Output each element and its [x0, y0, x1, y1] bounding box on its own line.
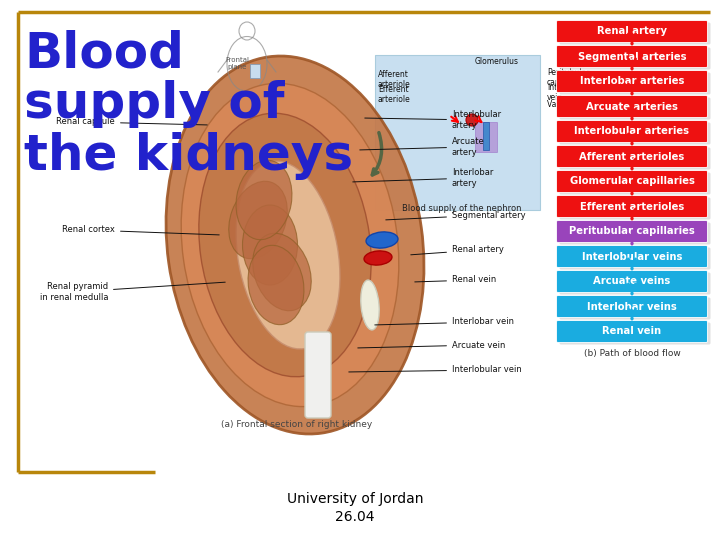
Text: Renal artery: Renal artery: [597, 26, 667, 37]
Ellipse shape: [366, 232, 398, 248]
Text: Arcuate arteries: Arcuate arteries: [586, 102, 678, 111]
Ellipse shape: [253, 233, 311, 310]
FancyBboxPatch shape: [557, 71, 708, 92]
FancyBboxPatch shape: [559, 48, 711, 70]
Text: Renal pyramid
in renal medulla: Renal pyramid in renal medulla: [40, 282, 225, 302]
FancyBboxPatch shape: [559, 172, 711, 194]
FancyBboxPatch shape: [557, 21, 708, 43]
FancyBboxPatch shape: [557, 321, 708, 342]
FancyBboxPatch shape: [559, 247, 711, 269]
Text: Glomerulus: Glomerulus: [475, 57, 519, 66]
Text: Efferent arterioles: Efferent arterioles: [580, 201, 684, 212]
Ellipse shape: [243, 205, 297, 285]
Text: Glomerular capillaries: Glomerular capillaries: [570, 177, 694, 186]
Text: 26.04: 26.04: [336, 510, 374, 524]
FancyBboxPatch shape: [559, 147, 711, 170]
FancyBboxPatch shape: [559, 123, 711, 145]
FancyBboxPatch shape: [557, 295, 708, 318]
Text: Renal capsule: Renal capsule: [56, 118, 207, 126]
FancyBboxPatch shape: [559, 298, 711, 320]
Ellipse shape: [236, 160, 292, 240]
Text: (a) Frontal section of right kidney: (a) Frontal section of right kidney: [221, 420, 373, 429]
Text: Interlobar arteries: Interlobar arteries: [580, 77, 684, 86]
Text: Renal vein: Renal vein: [415, 275, 496, 285]
FancyBboxPatch shape: [557, 171, 708, 192]
Text: Interlobular vein: Interlobular vein: [348, 366, 522, 375]
Text: Peritubular capillaries: Peritubular capillaries: [569, 226, 695, 237]
FancyBboxPatch shape: [557, 45, 708, 68]
Text: Arcuate veins: Arcuate veins: [593, 276, 670, 287]
FancyBboxPatch shape: [557, 220, 708, 242]
FancyBboxPatch shape: [305, 332, 331, 418]
Ellipse shape: [466, 114, 478, 126]
Text: the kidneys: the kidneys: [24, 132, 353, 180]
Ellipse shape: [229, 181, 287, 259]
Ellipse shape: [248, 245, 304, 325]
Text: Renal artery: Renal artery: [411, 246, 504, 255]
Text: Blood supply of the nephron: Blood supply of the nephron: [402, 204, 522, 213]
Text: Afferent
arteriole: Afferent arteriole: [378, 70, 410, 90]
FancyBboxPatch shape: [559, 72, 711, 94]
Text: supply of: supply of: [24, 80, 284, 128]
Ellipse shape: [181, 83, 399, 407]
Text: Interlobular arteries: Interlobular arteries: [575, 126, 690, 137]
Ellipse shape: [364, 251, 392, 265]
Bar: [250, 64, 260, 78]
FancyBboxPatch shape: [557, 271, 708, 293]
Text: Frontal
plane: Frontal plane: [225, 57, 249, 71]
FancyBboxPatch shape: [559, 23, 711, 44]
Ellipse shape: [361, 280, 379, 330]
Text: Peritubular
capillary: Peritubular capillary: [547, 68, 590, 87]
Bar: [483, 122, 489, 150]
FancyBboxPatch shape: [559, 322, 711, 345]
Text: University of Jordan: University of Jordan: [287, 492, 423, 506]
Text: Renal cortex: Renal cortex: [62, 226, 219, 235]
Ellipse shape: [199, 113, 372, 377]
Text: Interlobar vein: Interlobar vein: [375, 318, 514, 327]
Text: Blood: Blood: [24, 30, 184, 78]
Text: Arcuate
artery: Arcuate artery: [360, 137, 485, 157]
FancyBboxPatch shape: [557, 96, 708, 118]
FancyBboxPatch shape: [559, 98, 711, 119]
FancyBboxPatch shape: [559, 273, 711, 294]
Ellipse shape: [236, 161, 340, 349]
Text: Vasa recta: Vasa recta: [547, 100, 588, 109]
Text: Segmental artery: Segmental artery: [386, 211, 526, 220]
Text: Interlobular
artery: Interlobular artery: [365, 110, 501, 130]
Text: Efferent
arteriole: Efferent arteriole: [378, 85, 410, 104]
Text: Arcuate vein: Arcuate vein: [358, 341, 505, 349]
FancyBboxPatch shape: [557, 195, 708, 218]
Text: Interlobular veins: Interlobular veins: [582, 252, 682, 261]
Bar: [475, 122, 497, 152]
Text: Interlobular
vein: Interlobular vein: [547, 83, 592, 103]
Bar: [375, 55, 540, 210]
Text: Renal vein: Renal vein: [603, 327, 662, 336]
FancyBboxPatch shape: [557, 120, 708, 143]
Text: Segmental arteries: Segmental arteries: [577, 51, 686, 62]
Text: Interlobar veins: Interlobar veins: [587, 301, 677, 312]
FancyBboxPatch shape: [557, 246, 708, 267]
Text: Afferent arterioles: Afferent arterioles: [580, 152, 685, 161]
FancyBboxPatch shape: [559, 222, 711, 245]
Ellipse shape: [166, 56, 424, 434]
FancyBboxPatch shape: [557, 145, 708, 167]
Text: (b) Path of blood flow: (b) Path of blood flow: [584, 349, 680, 358]
Text: Interlobar
artery: Interlobar artery: [353, 168, 493, 188]
FancyBboxPatch shape: [559, 198, 711, 219]
